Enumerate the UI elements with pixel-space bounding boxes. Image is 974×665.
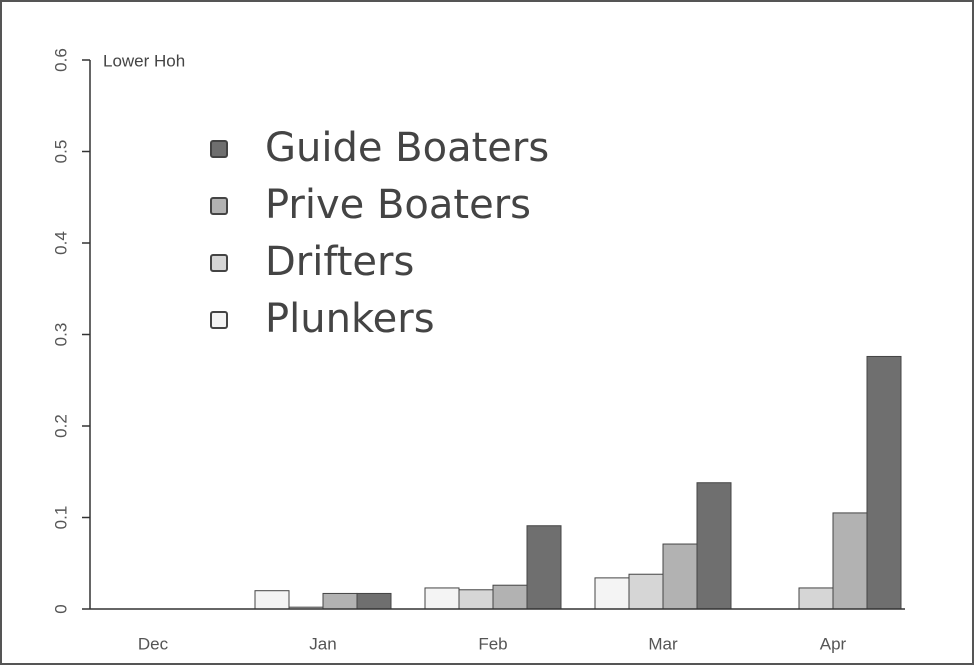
legend-swatch [210,254,228,272]
bar [798,587,834,610]
x-tick-label: Apr [820,634,847,653]
bar [492,584,528,610]
bar [526,525,562,610]
legend-label: Guide Boaters [265,125,549,171]
bar [356,592,392,610]
y-tick-label: 0.2 [51,414,70,438]
bar [424,587,460,610]
y-tick-label: 0.1 [51,506,70,530]
y-tick-label: 0.5 [51,140,70,164]
x-tick-label: Mar [648,634,678,653]
bar [322,592,358,610]
x-tick-label: Dec [138,634,169,653]
bar [662,543,698,610]
bar [866,355,902,610]
legend-label: Drifters [265,239,414,285]
legend-label: Prive Boaters [265,182,531,228]
bar [696,482,732,610]
y-tick-label: 0.4 [51,231,70,255]
legend-swatch [210,140,228,158]
bar [458,589,494,610]
legend-swatch [210,197,228,215]
y-tick-label: 0.6 [51,48,70,72]
y-tick-label: 0 [51,604,70,613]
x-tick-label: Jan [309,634,336,653]
chart-title: Lower Hoh [103,51,185,70]
bar [594,577,630,610]
legend-label: Plunkers [265,296,435,342]
y-tick-label: 0.3 [51,323,70,347]
legend-swatch [210,311,228,329]
bar [628,573,664,610]
bar [254,590,290,610]
bar [832,512,868,610]
x-tick-label: Feb [478,634,507,653]
